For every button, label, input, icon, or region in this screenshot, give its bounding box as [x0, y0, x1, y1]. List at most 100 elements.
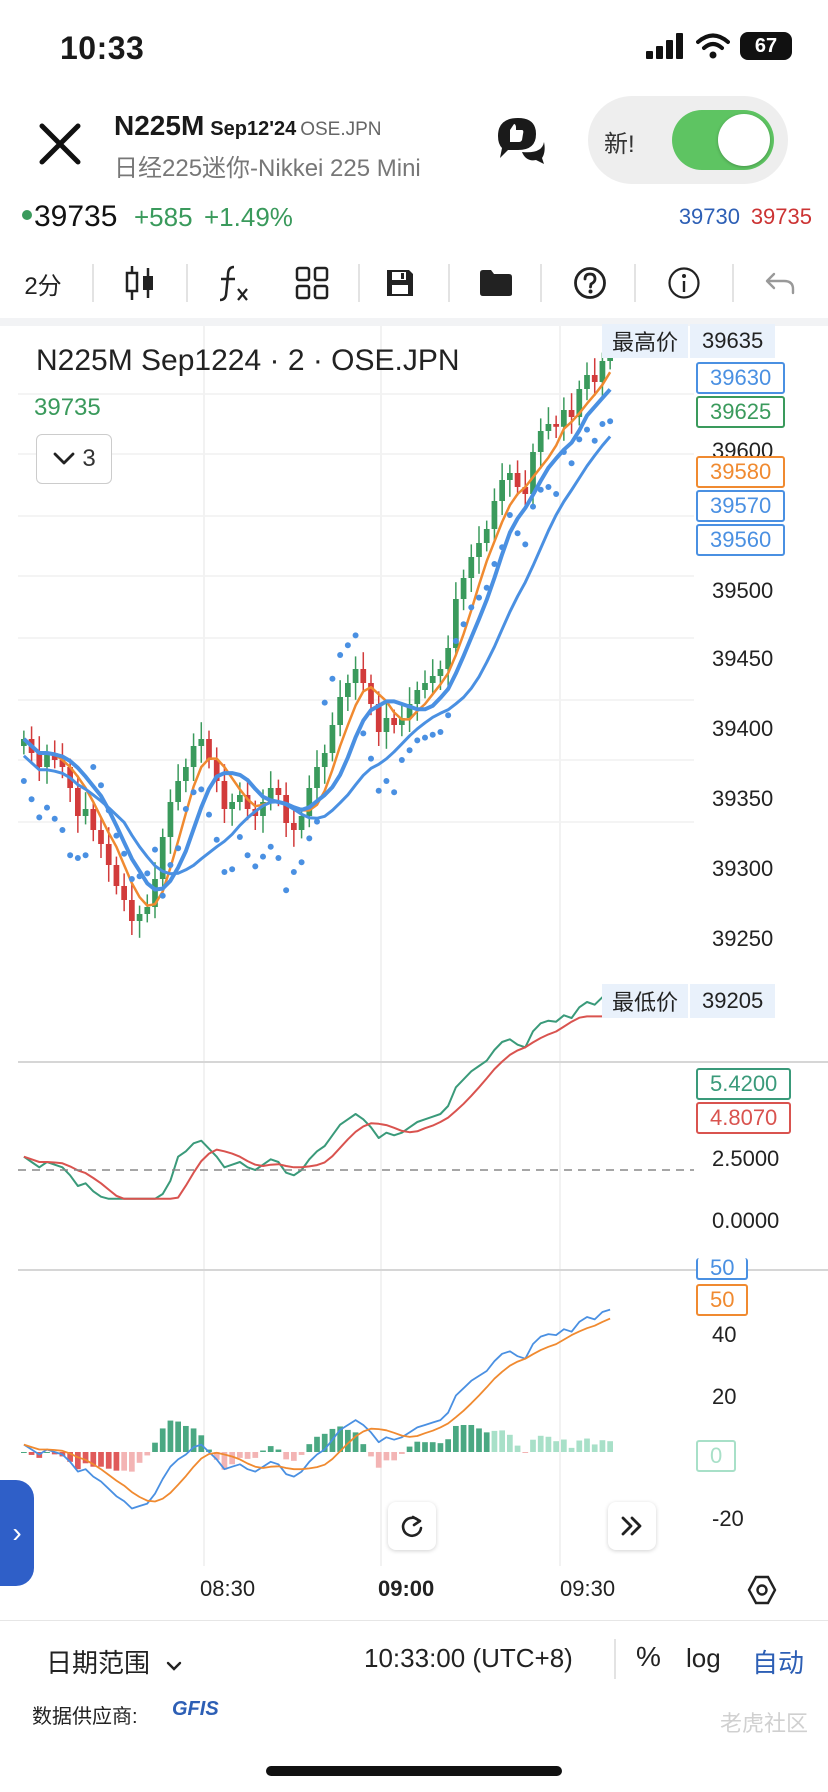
macd-signal-line [23, 1317, 611, 1503]
sar-dot [190, 789, 197, 796]
scroll-to-latest-button[interactable] [608, 1502, 656, 1550]
side-panel-tab[interactable]: › [0, 1480, 34, 1586]
osc-tick: 0.0000 [712, 1208, 780, 1233]
sar-dot [20, 778, 27, 784]
sar-dot [283, 887, 290, 894]
sar-dot [514, 530, 521, 537]
macd-histogram-bar [237, 1452, 243, 1458]
macd-histogram-bar [283, 1452, 289, 1460]
candle-body [360, 669, 367, 683]
candle-body [129, 900, 135, 921]
auto-scale-button[interactable]: 自动 [752, 1648, 805, 1678]
chevron-down-icon [167, 1661, 182, 1671]
sar-dot [375, 787, 382, 794]
sar-dot [398, 757, 405, 763]
reset-chart-button[interactable] [388, 1502, 436, 1550]
settings-icon[interactable] [746, 1574, 778, 1606]
header: N225M Sep12'24 OSE.JPN 日经225迷你-Nikkei 225 … [0, 96, 828, 196]
macd-histogram-bar [183, 1425, 189, 1452]
sar-badge: 39560 [696, 524, 786, 556]
sar-dot [121, 850, 128, 857]
info-button[interactable] [656, 252, 712, 314]
macd-badge-1: 50 [696, 1255, 749, 1280]
percent-scale-button[interactable]: % [636, 1641, 661, 1672]
sar-dot [483, 584, 490, 591]
sar-dot [437, 729, 444, 735]
sar-dot [98, 782, 104, 789]
candle-body [98, 830, 104, 844]
price-change: +585 [134, 202, 193, 232]
sar-dot [159, 892, 166, 899]
sar-dot [144, 870, 151, 877]
sar-dot [599, 421, 606, 427]
ma-line-orange [23, 371, 612, 907]
sar-dot [476, 594, 482, 601]
candle-body [499, 480, 505, 501]
price-chart[interactable] [18, 326, 828, 1616]
log-scale-button[interactable]: log [686, 1643, 721, 1673]
sar-dot [452, 638, 459, 644]
toggle-switch[interactable] [672, 110, 774, 170]
sar-dot [236, 834, 243, 840]
wifi-icon [696, 33, 730, 59]
macd-histogram-bar [429, 1442, 436, 1452]
date-range-button[interactable]: 日期范围 [46, 1643, 183, 1680]
candle-body [337, 697, 343, 725]
sar-dot [391, 789, 398, 796]
bid-price: 39730 [678, 204, 740, 229]
candle-body [213, 760, 220, 781]
save-button[interactable] [372, 252, 428, 314]
undo-button[interactable] [752, 252, 808, 314]
candle-body [468, 557, 475, 578]
help-button[interactable] [562, 252, 618, 314]
collapse-indicators-button[interactable]: 3 [36, 434, 112, 484]
candle-body [105, 844, 112, 865]
sar-dot [491, 561, 498, 567]
toolbar-divider [732, 264, 734, 302]
clock-timezone[interactable]: 10:33:00 (UTC+8) [364, 1643, 573, 1673]
open-button[interactable] [466, 252, 526, 314]
sar-dot [275, 855, 282, 861]
candle-body [237, 795, 243, 802]
macd-histogram-bar [175, 1421, 181, 1452]
sar-dot [51, 815, 58, 822]
ma-badge-2: 39580 [696, 456, 786, 488]
close-icon[interactable] [34, 118, 86, 170]
macd-histogram-bar [244, 1452, 251, 1459]
candle-body [422, 683, 428, 690]
chart-type-button[interactable] [112, 252, 168, 314]
indicators-button[interactable] [206, 252, 262, 314]
low-value: 39205 [690, 984, 776, 1018]
macd-histogram-bar [422, 1442, 428, 1452]
candle-body [221, 781, 228, 809]
grid-icon [295, 266, 329, 300]
candle-body [21, 739, 27, 746]
sar-dot [352, 632, 359, 639]
macd-histogram-bar [561, 1439, 567, 1452]
candle-body [267, 788, 274, 802]
chart-area[interactable]: N225M Sep1224 · 2 · OSE.JPN 39735 3 最高价 … [18, 324, 828, 1616]
candle-body [283, 795, 289, 823]
discussion-icon[interactable] [492, 112, 548, 168]
macd-histogram-bar [352, 1432, 359, 1452]
macd-histogram-bar [298, 1452, 305, 1455]
candle-body [561, 410, 567, 427]
macd-histogram-bar [44, 1452, 50, 1453]
macd-histogram-bar [260, 1450, 266, 1452]
macd-histogram-bar [337, 1426, 343, 1452]
candle-body [329, 725, 336, 753]
new-feature-toggle[interactable]: 新! [588, 96, 788, 184]
symbol: N225M [114, 110, 205, 141]
candle-body [483, 529, 490, 543]
sar-dot [213, 836, 220, 843]
candle-body [190, 746, 197, 767]
sar-dot [152, 846, 158, 853]
help-icon [574, 267, 606, 299]
interval-button[interactable]: 2分 [24, 272, 62, 300]
layout-button[interactable] [284, 252, 340, 314]
candle-body [383, 718, 390, 732]
symbol-subtitle: 日经225迷你-Nikkei 225 Mini [114, 155, 421, 182]
toolbar-divider [358, 264, 360, 302]
sar-dot [414, 737, 421, 744]
macd-histogram-bar [75, 1452, 81, 1470]
